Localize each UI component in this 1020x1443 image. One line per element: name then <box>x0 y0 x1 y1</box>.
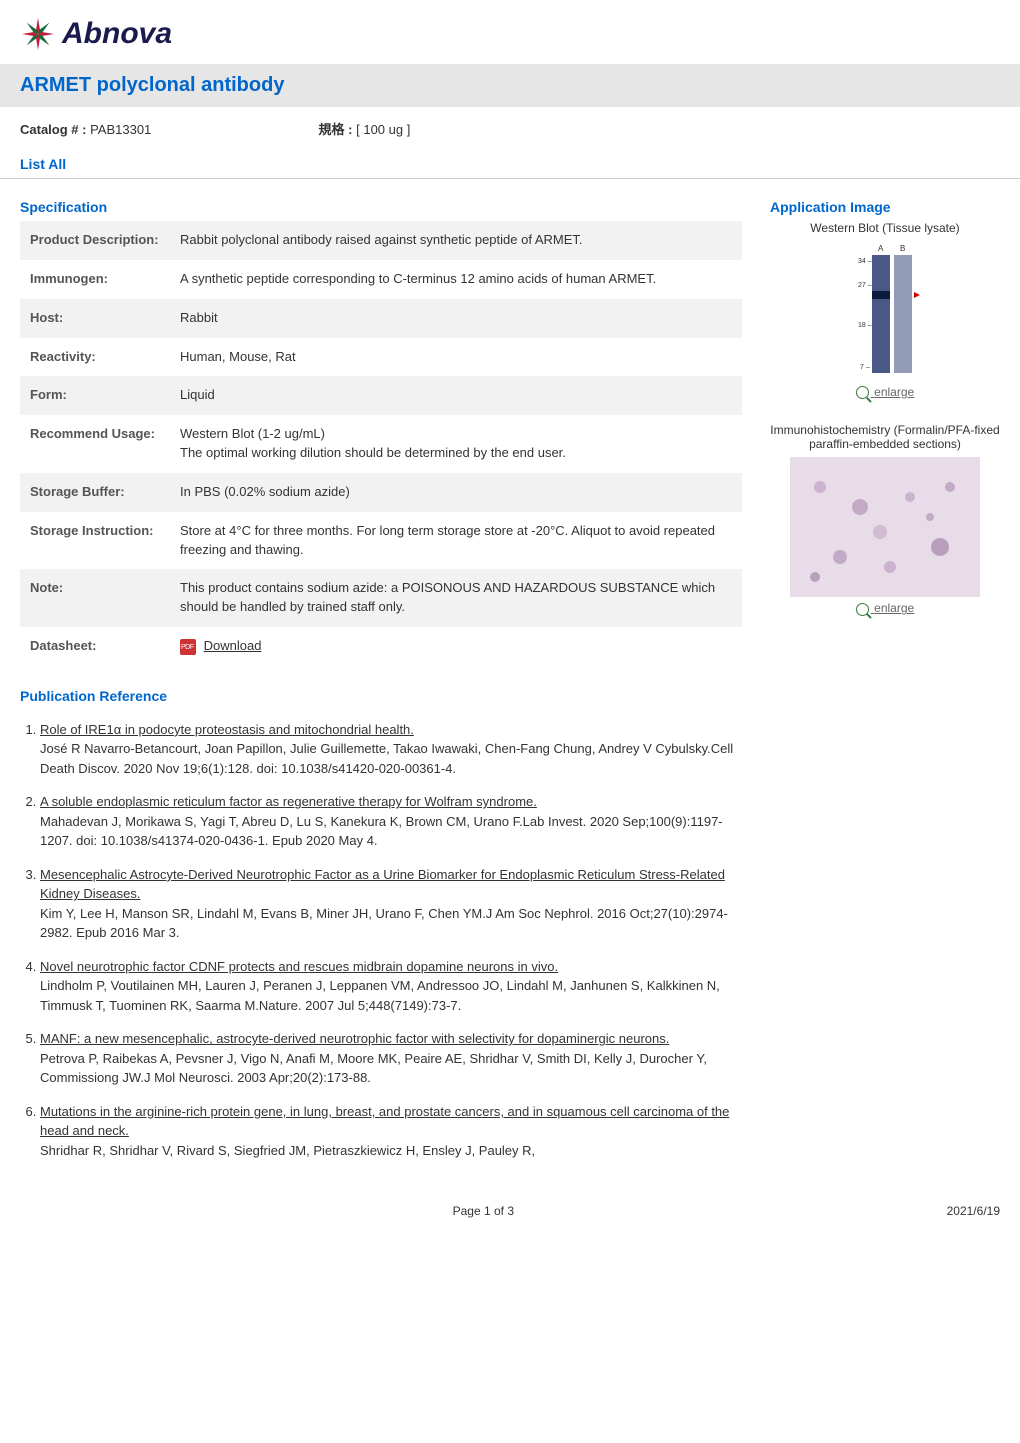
spec-key: Form: <box>20 376 170 415</box>
spec-value: A synthetic peptide corresponding to C-t… <box>170 260 742 299</box>
footer-date: 2021/6/19 <box>947 1204 1000 1218</box>
title-bar: ARMET polyclonal antibody <box>0 64 1020 107</box>
publication-body: Mahadevan J, Morikawa S, Yagi T, Abreu D… <box>40 812 742 851</box>
specification-heading: Specification <box>20 191 742 221</box>
spec-key: Recommend Usage: <box>20 415 170 473</box>
enlarge-link-wb[interactable]: enlarge <box>856 385 914 399</box>
publication-title[interactable]: MANF: a new mesencephalic, astrocyte-der… <box>40 1031 669 1046</box>
logo-burst-icon <box>20 16 56 52</box>
tab-row: List All <box>0 150 1020 179</box>
page-number: Page 1 of 3 <box>453 1204 514 1218</box>
app-image-ihc: Immunohistochemistry (Formalin/PFA-fixed… <box>770 423 1000 615</box>
specification-table: Product Description:Rabbit polyclonal an… <box>20 221 742 627</box>
spec-row: Form:Liquid <box>20 376 742 415</box>
datasheet-row: Datasheet: Download <box>20 627 742 666</box>
spec-key: Note: <box>20 569 170 627</box>
application-image-heading: Application Image <box>770 191 1000 221</box>
spec-key: Reactivity: <box>20 338 170 377</box>
western-blot-figure: A B 34 – 27 – 18 – 7 – <box>840 241 930 381</box>
spec-value: Rabbit <box>170 299 742 338</box>
ihc-figure <box>790 457 980 597</box>
publication-item: MANF: a new mesencephalic, astrocyte-der… <box>40 1029 742 1088</box>
publication-title[interactable]: Role of IRE1α in podocyte proteostasis a… <box>40 722 414 737</box>
spec-value: This product contains sodium azide: a PO… <box>170 569 742 627</box>
app-caption-wb: Western Blot (Tissue lysate) <box>770 221 1000 235</box>
spec-key: Storage Instruction: <box>20 512 170 570</box>
publication-title[interactable]: Mesencephalic Astrocyte-Derived Neurotro… <box>40 867 725 902</box>
publication-body: Shridhar R, Shridhar V, Rivard S, Siegfr… <box>40 1141 742 1161</box>
size-label: 規格 : <box>319 122 353 137</box>
spec-key: Host: <box>20 299 170 338</box>
tab-list-all[interactable]: List All <box>20 150 74 178</box>
publication-list: Role of IRE1α in podocyte proteostasis a… <box>20 720 742 1161</box>
spec-value: Western Blot (1-2 ug/mL) The optimal wor… <box>170 415 742 473</box>
publication-body: Petrova P, Raibekas A, Pevsner J, Vigo N… <box>40 1049 742 1088</box>
magnifier-icon <box>856 386 869 399</box>
catalog-value: PAB13301 <box>90 122 151 137</box>
footer: Page 1 of 3 2021/6/19 <box>0 1194 1020 1228</box>
publication-item: Role of IRE1α in podocyte proteostasis a… <box>40 720 742 779</box>
meta-row: Catalog # : PAB13301 規格 : [ 100 ug ] <box>0 107 1020 150</box>
spec-row: Recommend Usage:Western Blot (1-2 ug/mL)… <box>20 415 742 473</box>
spec-value: Human, Mouse, Rat <box>170 338 742 377</box>
magnifier-icon <box>856 603 869 616</box>
svg-text:18 –: 18 – <box>858 322 872 329</box>
spec-row: Storage Buffer:In PBS (0.02% sodium azid… <box>20 473 742 512</box>
publication-title[interactable]: Mutations in the arginine-rich protein g… <box>40 1104 729 1139</box>
publication-title[interactable]: A soluble endoplasmic reticulum factor a… <box>40 794 537 809</box>
logo-text: Abnova <box>62 17 172 51</box>
spec-key: Storage Buffer: <box>20 473 170 512</box>
spec-row: Reactivity:Human, Mouse, Rat <box>20 338 742 377</box>
download-link[interactable]: Download <box>204 638 262 653</box>
spec-row: Product Description:Rabbit polyclonal an… <box>20 221 742 260</box>
app-image-western-blot: Western Blot (Tissue lysate) A B 34 – 27… <box>770 221 1000 399</box>
catalog-label: Catalog # : <box>20 122 86 137</box>
spec-value: Liquid <box>170 376 742 415</box>
enlarge-text-wb: enlarge <box>874 385 914 399</box>
svg-text:34 –: 34 – <box>858 258 872 265</box>
svg-text:7 –: 7 – <box>860 364 870 371</box>
spec-value: Store at 4°C for three months. For long … <box>170 512 742 570</box>
enlarge-text-ihc: enlarge <box>874 601 914 615</box>
spec-key: Immunogen: <box>20 260 170 299</box>
spec-row: Storage Instruction:Store at 4°C for thr… <box>20 512 742 570</box>
publication-item: Mesencephalic Astrocyte-Derived Neurotro… <box>40 865 742 943</box>
pdf-icon <box>180 639 196 655</box>
spec-row: Immunogen:A synthetic peptide correspond… <box>20 260 742 299</box>
enlarge-link-ihc[interactable]: enlarge <box>856 601 914 615</box>
product-title: ARMET polyclonal antibody <box>20 74 1000 97</box>
publication-item: Novel neurotrophic factor CDNF protects … <box>40 957 742 1016</box>
publication-title[interactable]: Novel neurotrophic factor CDNF protects … <box>40 959 558 974</box>
svg-text:27 –: 27 – <box>858 282 872 289</box>
spec-value: Rabbit polyclonal antibody raised agains… <box>170 221 742 260</box>
publication-body: José R Navarro-Betancourt, Joan Papillon… <box>40 739 742 778</box>
publication-heading: Publication Reference <box>20 680 742 710</box>
publication-body: Kim Y, Lee H, Manson SR, Lindahl M, Evan… <box>40 904 742 943</box>
spec-key: Product Description: <box>20 221 170 260</box>
publication-item: A soluble endoplasmic reticulum factor a… <box>40 792 742 851</box>
lane-label-b: B <box>900 244 905 253</box>
app-caption-ihc: Immunohistochemistry (Formalin/PFA-fixed… <box>770 423 1000 451</box>
logo: Abnova <box>20 16 1000 52</box>
logo-bar: Abnova <box>0 0 1020 64</box>
lane-label-a: A <box>878 244 884 253</box>
publication-item: Mutations in the arginine-rich protein g… <box>40 1102 742 1161</box>
datasheet-label: Datasheet: <box>20 627 170 666</box>
publication-body: Lindholm P, Voutilainen MH, Lauren J, Pe… <box>40 976 742 1015</box>
spec-row: Note:This product contains sodium azide:… <box>20 569 742 627</box>
size-value: [ 100 ug ] <box>356 122 410 137</box>
spec-value: In PBS (0.02% sodium azide) <box>170 473 742 512</box>
spec-row: Host:Rabbit <box>20 299 742 338</box>
